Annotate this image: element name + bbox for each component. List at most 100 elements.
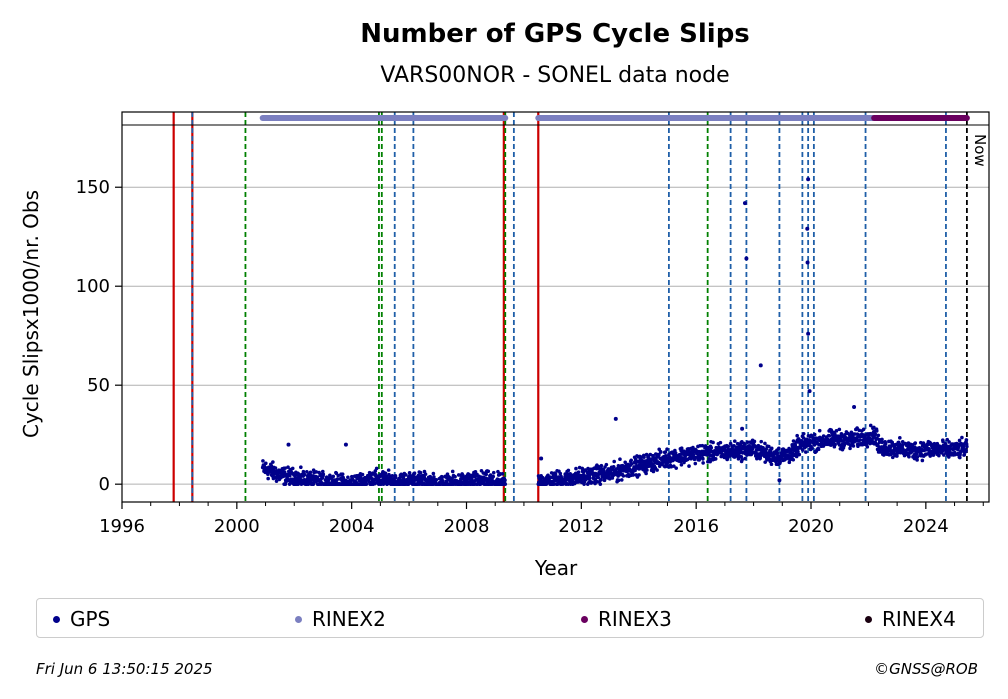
gps-point (374, 466, 379, 471)
chart: Number of GPS Cycle Slips VARS00NOR - SO… (19, 19, 990, 580)
gps-point (913, 441, 918, 445)
gps-point (674, 466, 679, 470)
gps-point (935, 441, 940, 446)
gps-point (274, 479, 279, 483)
gps-point (314, 470, 319, 474)
gps-point (868, 423, 873, 428)
gps-point (404, 473, 408, 477)
gps-point (604, 462, 609, 467)
gps-point (898, 436, 902, 440)
gps-point (271, 460, 275, 464)
gps-point (931, 453, 936, 457)
gps-point (759, 439, 764, 444)
gps-point (305, 470, 309, 474)
gps-point (709, 445, 714, 450)
gps-point (407, 471, 412, 475)
gps-point (691, 452, 696, 457)
gps-point (937, 453, 941, 458)
gps-outlier-point (286, 442, 291, 447)
gps-outlier-point (343, 442, 348, 447)
y-tick-label: 100 (76, 276, 110, 297)
gps-point (346, 475, 350, 480)
gps-point (872, 425, 876, 430)
gps-point (434, 478, 439, 482)
gps-outlier-point (806, 331, 811, 336)
axis-ticks: 1996 2000 2004 2008 2012 2016 2020 2024 0 50 100 15… (76, 177, 984, 537)
gps-outlier-point (805, 226, 810, 231)
gps-point (651, 469, 656, 474)
gps-point (321, 472, 326, 477)
gps-point (273, 466, 278, 470)
gps-point (619, 478, 624, 482)
gps-point (299, 465, 303, 469)
gps-point (791, 439, 796, 443)
copyright-footer: ©GNSS@ROB (874, 660, 978, 678)
gps-point (629, 458, 634, 463)
gps-point (880, 440, 885, 445)
gps-data-points (260, 177, 969, 486)
x-axis-label: Year (534, 556, 578, 580)
gps-point (797, 452, 802, 457)
gps-point (767, 444, 771, 449)
gps-point (794, 454, 799, 459)
gps-point (301, 469, 306, 474)
chart-title: Number of GPS Cycle Slips (360, 19, 750, 49)
gps-point (657, 452, 661, 457)
gps-point (865, 445, 870, 449)
gps-point (308, 470, 313, 475)
gps-point (692, 455, 697, 460)
gps-point (264, 461, 268, 466)
gps-point (701, 457, 705, 461)
gps-point (754, 448, 759, 453)
legend-label-rinex3: RINEX3 (598, 607, 672, 631)
gps-point (787, 460, 792, 465)
gps-point (491, 474, 496, 479)
gps-point (418, 470, 423, 475)
legend-label-gps: GPS (70, 607, 111, 631)
gps-point (778, 460, 782, 464)
gps-point (743, 456, 747, 461)
gps-point (764, 447, 769, 451)
gps-outlier-point (539, 456, 544, 461)
gps-point (880, 437, 884, 442)
gps-point (718, 440, 723, 445)
gps-point (834, 429, 839, 433)
gps-point (810, 446, 814, 450)
gps-point (740, 457, 744, 462)
plot-frame (121, 111, 990, 503)
gps-point (645, 468, 649, 472)
gps-point (752, 439, 757, 444)
gps-point (697, 456, 702, 460)
gps-point (928, 454, 933, 458)
gps-point (920, 458, 925, 463)
gps-point (693, 461, 698, 466)
gps-point (553, 472, 558, 476)
gps-point (861, 427, 866, 432)
x-tick-label: 2020 (788, 516, 834, 537)
gps-point (336, 473, 341, 478)
legend-marker-rinex2 (295, 615, 302, 623)
legend-label-rinex2: RINEX2 (312, 607, 386, 631)
legend-item-rinex2: RINEX2 (295, 607, 386, 631)
x-tick-label: 2000 (214, 516, 260, 537)
gps-point (796, 450, 800, 454)
y-tick-label: 150 (76, 177, 110, 198)
gps-point (500, 472, 505, 476)
gps-point (283, 466, 287, 470)
gps-point (320, 469, 325, 474)
gps-point (843, 433, 847, 437)
y-axis-label: Cycle Slipsx1000/nr. Obs (19, 190, 43, 438)
gps-point (687, 464, 691, 468)
gps-point (484, 472, 488, 477)
gps-point (711, 440, 715, 445)
gps-point (587, 476, 592, 480)
x-tick-label: 2016 (673, 516, 719, 537)
gps-point (665, 447, 669, 452)
gps-point (288, 473, 292, 478)
gps-point (900, 443, 905, 448)
gps-point (817, 428, 822, 433)
x-tick-label: 2012 (558, 516, 604, 537)
gps-point (791, 457, 796, 462)
gps-point (655, 468, 659, 472)
gps-point (589, 480, 594, 485)
